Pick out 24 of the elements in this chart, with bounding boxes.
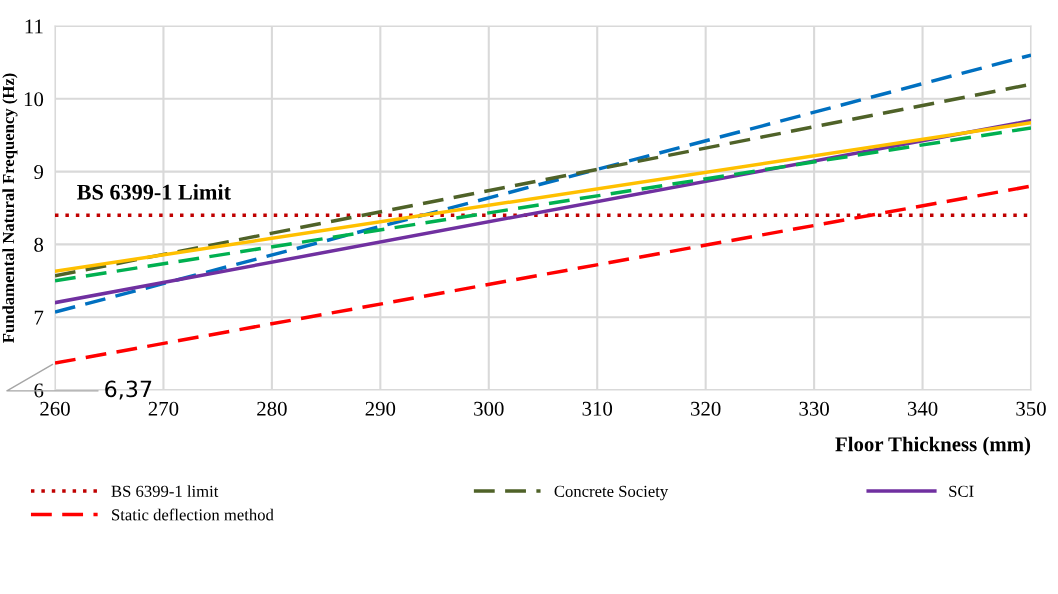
y-tick-label: 9 <box>34 165 44 180</box>
x-tick-label: 300 <box>474 401 504 416</box>
annotation: 6,37 <box>105 380 152 400</box>
x-axis-title: Floor Thickness (mm) <box>835 436 1031 456</box>
x-tick-label: 280 <box>257 401 287 416</box>
x-tick-label: 350 <box>1016 401 1046 416</box>
legend-label: Concrete Society <box>554 485 669 501</box>
x-tick-label: 320 <box>691 401 721 416</box>
y-tick-label: 10 <box>24 92 44 107</box>
legend-label: SCI <box>949 485 974 497</box>
y-tick-label: 6 <box>34 383 44 398</box>
y-axis-title: Fundamental Natural Frequency (Hz) <box>2 73 18 343</box>
x-tick-label: 260 <box>40 401 70 416</box>
x-tick-label: 310 <box>582 401 613 416</box>
x-tick-label: 340 <box>907 401 938 416</box>
x-tick-label: 330 <box>799 401 829 416</box>
y-tick-label: 8 <box>34 237 44 252</box>
x-tick-label: 270 <box>148 401 179 416</box>
y-tick-label: 11 <box>25 19 43 34</box>
legend-label: BS 6399-1 limit <box>111 485 219 497</box>
legend-label: Static deflection method <box>112 508 274 521</box>
annotation: BS 6399-1 Limit <box>77 184 231 200</box>
y-tick-label: 7 <box>34 310 44 325</box>
x-tick-label: 290 <box>365 401 396 416</box>
